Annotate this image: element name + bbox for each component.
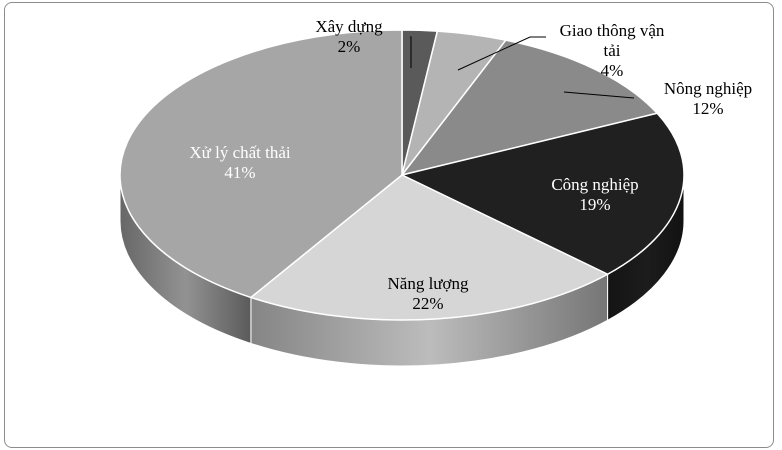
category-label-1: tải <box>604 41 621 60</box>
category-label-5: Xử lý chất thải <box>189 143 291 162</box>
pie-slice-2 <box>400 39 659 177</box>
pie-sides <box>119 174 685 367</box>
pie-slice-4 <box>249 174 610 321</box>
pie-slice-3 <box>399 112 685 276</box>
leader-line-0 <box>410 36 412 68</box>
value-label-5: 41% <box>224 163 255 182</box>
category-label-4: Năng lượng <box>388 274 469 293</box>
pie-top <box>119 29 685 321</box>
value-label-2: 12% <box>692 99 723 118</box>
category-label-1: Giao thông vận <box>560 21 665 40</box>
pie-slice-5 <box>119 29 403 299</box>
category-label-2: Nông nghiệp <box>664 79 752 98</box>
value-label-3: 19% <box>579 195 610 214</box>
value-label-4: 22% <box>412 294 443 313</box>
category-label-0: Xây dựng <box>315 17 383 36</box>
value-label-1: 4% <box>601 61 624 80</box>
value-label-0: 2% <box>338 37 361 56</box>
leader-line-1 <box>457 36 546 71</box>
leader-line-2 <box>563 91 635 99</box>
category-label-3: Công nghiệp <box>551 175 638 194</box>
